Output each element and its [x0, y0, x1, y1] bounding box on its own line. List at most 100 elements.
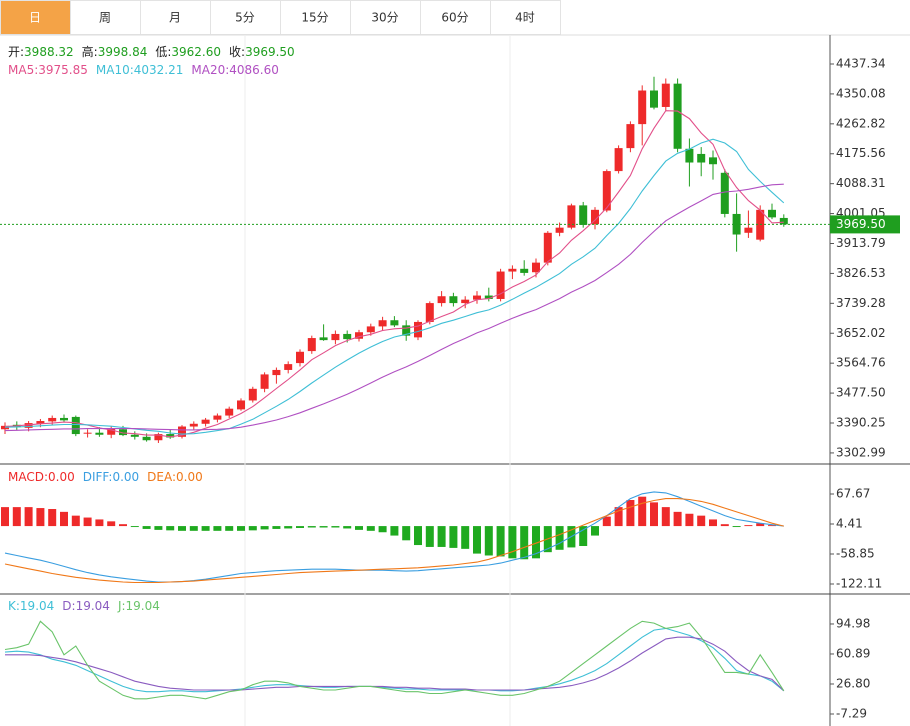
- macd-bar: [178, 526, 186, 531]
- macd-bar: [390, 526, 399, 536]
- tab[interactable]: [490, 0, 561, 35]
- legend-label: DEA:: [147, 470, 176, 484]
- tab-label[interactable]: 周: [99, 11, 111, 25]
- macd-bar: [496, 526, 505, 557]
- candle-body: [402, 325, 411, 336]
- tab[interactable]: [70, 0, 141, 35]
- y-tick-label: 3477.50: [836, 386, 886, 400]
- macd-bar: [154, 526, 163, 530]
- macd-bar: [661, 507, 670, 527]
- candle-body: [709, 157, 717, 165]
- tab[interactable]: [350, 0, 421, 35]
- macd-bar: [12, 507, 21, 527]
- macd-bar: [402, 526, 411, 541]
- candle-body: [48, 417, 57, 422]
- tab[interactable]: [0, 0, 71, 35]
- candle-body: [213, 415, 222, 420]
- macd-bar: [591, 526, 599, 536]
- macd-bar: [673, 511, 682, 527]
- legend-label: MA5:: [8, 63, 38, 77]
- macd-bar: [189, 526, 198, 531]
- legend-label: MA20:: [191, 63, 229, 77]
- last-price-box: [830, 215, 900, 234]
- tab-label[interactable]: 60分: [441, 11, 468, 25]
- macd-bar: [414, 526, 422, 546]
- legend: K:19.04 D:19.04 J:19.04: [8, 599, 160, 613]
- y-tick-label: -58.85: [836, 546, 875, 560]
- macd-line: [4, 491, 784, 583]
- macd-bar: [626, 499, 635, 527]
- tab-label[interactable]: 日: [29, 11, 41, 25]
- candle-body: [449, 296, 458, 304]
- candle-body: [720, 172, 729, 214]
- legend-label: 收:: [229, 45, 245, 59]
- candle-body: [60, 417, 68, 421]
- legend-value: 19.04: [20, 599, 54, 613]
- tab-label[interactable]: 5分: [235, 11, 255, 25]
- legend-value: 0.00: [112, 470, 139, 484]
- macd-bar: [744, 525, 753, 527]
- macd-bar: [685, 513, 694, 527]
- legend-label: J:: [117, 599, 126, 613]
- macd-bar: [366, 526, 375, 531]
- tab-label[interactable]: 15分: [301, 11, 328, 25]
- candle-body: [461, 299, 470, 304]
- candle-body: [201, 419, 210, 424]
- macd-bar: [449, 526, 458, 548]
- candle-body: [555, 227, 564, 233]
- tab-label[interactable]: 4时: [515, 11, 535, 25]
- legend-label: DIFF:: [83, 470, 113, 484]
- candle-body: [237, 400, 245, 410]
- macd-bar: [60, 511, 68, 527]
- candle-body: [1, 425, 9, 430]
- legend-value: 4086.60: [229, 63, 279, 77]
- macd-bar: [732, 526, 741, 528]
- macd-bar: [461, 526, 470, 549]
- tab-label[interactable]: 月: [169, 11, 181, 25]
- candle-body: [83, 432, 92, 434]
- candle-body: [697, 153, 706, 163]
- y-tick-label: 4350.08: [836, 86, 886, 100]
- macd-bar: [237, 526, 245, 531]
- candle-body: [614, 148, 623, 172]
- macd-bar: [1, 507, 9, 527]
- y-tick-label: 4088.31: [836, 176, 886, 190]
- legend-value: 19.04: [126, 599, 160, 613]
- macd-bar: [579, 526, 588, 547]
- y-tick-label: 3739.28: [836, 296, 886, 310]
- candle-body: [520, 268, 529, 273]
- candle-body: [661, 83, 670, 107]
- tab-label[interactable]: 30分: [371, 11, 398, 25]
- y-tick-label: -7.29: [836, 706, 867, 720]
- y-tick-label: 4437.34: [836, 56, 886, 70]
- candle-body: [768, 209, 776, 218]
- macd-bar: [225, 526, 234, 531]
- candle-body: [296, 351, 304, 364]
- legend-value: 3975.85: [38, 63, 88, 77]
- candle-body: [272, 369, 281, 376]
- legend-value: 19.04: [76, 599, 110, 613]
- kdj-line: [4, 627, 785, 693]
- y-tick-label: 26.80: [836, 676, 870, 690]
- candle-body: [425, 303, 434, 322]
- candle-body: [602, 171, 611, 211]
- candle-body: [307, 338, 316, 352]
- candle-body: [378, 320, 387, 327]
- y-tick-label: 4262.82: [836, 116, 886, 130]
- macd-bar: [437, 526, 446, 547]
- macd-bar: [166, 526, 175, 531]
- candle-body: [484, 295, 493, 299]
- candle-body: [779, 217, 788, 225]
- candle-body: [496, 271, 505, 299]
- legend-label: 高:: [82, 44, 98, 59]
- macd-bar: [284, 526, 293, 529]
- y-tick-label: 3913.79: [836, 236, 886, 250]
- macd-bar: [638, 496, 647, 527]
- legend-label: K:: [8, 599, 20, 613]
- legend-value: 3988.32: [24, 45, 74, 59]
- macd-bar: [83, 517, 92, 527]
- kdj-line: [4, 620, 785, 700]
- candle-body: [744, 227, 753, 233]
- candle-body: [260, 374, 269, 389]
